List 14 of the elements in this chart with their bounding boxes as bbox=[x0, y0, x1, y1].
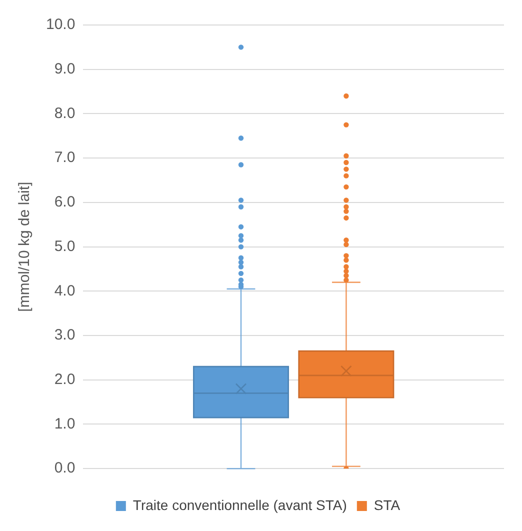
y-tick-label: 6.0 bbox=[54, 194, 76, 211]
y-tick-label: 1.0 bbox=[54, 415, 76, 432]
y-tick-label: 10.0 bbox=[46, 16, 76, 34]
y-tick-label: 3.0 bbox=[54, 326, 76, 344]
y-tick-label: 9.0 bbox=[54, 60, 76, 78]
legend-label: STA bbox=[374, 496, 401, 513]
y-tick-label: 0.0 bbox=[54, 460, 76, 477]
y-tick-label: 5.0 bbox=[54, 238, 76, 255]
y-tick-label: 2.0 bbox=[54, 371, 76, 388]
y-tick-label: 7.0 bbox=[54, 149, 76, 166]
y-axis-title: [mmol/10 kg de lait] bbox=[16, 182, 34, 312]
y-tick-label: 8.0 bbox=[54, 104, 76, 122]
y-tick-label: 4.0 bbox=[54, 282, 76, 300]
legend-label: Traite conventionnelle (avant STA) bbox=[132, 496, 347, 513]
